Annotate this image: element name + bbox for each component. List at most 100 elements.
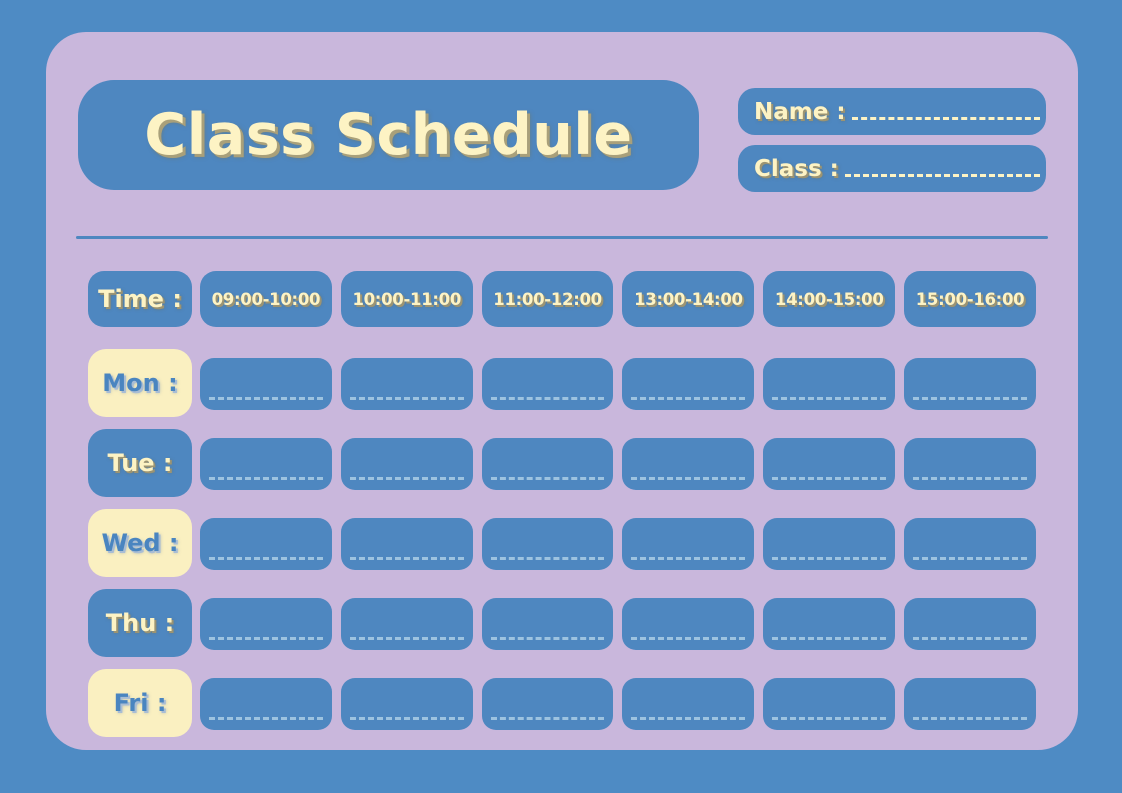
day-header-label: Mon : [102,369,178,397]
schedule-entry-cell[interactable] [200,438,332,490]
schedule-row-cells [200,504,1036,584]
schedule-entry-cell[interactable] [481,678,614,730]
schedule-entry-writing-line [349,397,464,400]
schedule-entry-cell[interactable] [481,438,614,490]
schedule-entry-writing-line [772,717,887,720]
day-header-cell: Thu : [88,589,192,657]
schedule-row-cells [200,584,1036,664]
day-header-cell: Wed : [88,509,192,577]
day-header-label: Tue : [107,449,173,477]
time-slot-cell: 15:00-16:00 [904,271,1036,327]
schedule-entry-cell[interactable] [904,438,1036,490]
schedule-row: Tue : [88,424,1036,504]
schedule-entry-cell[interactable] [904,518,1036,570]
time-slot-cell: 14:00-15:00 [763,271,896,327]
schedule-entry-writing-line [209,717,323,720]
schedule-entry-writing-line [913,557,1027,560]
schedule-entry-writing-line [631,477,746,480]
day-header-label: Fri : [113,689,167,717]
schedule-entry-cell[interactable] [340,678,473,730]
schedule-entry-writing-line [209,637,323,640]
time-slot-cell: 11:00-12:00 [481,271,614,327]
schedule-entry-writing-line [209,477,323,480]
schedule-entry-writing-line [772,557,887,560]
schedule-entry-writing-line [913,717,1027,720]
time-slot-label: 13:00-14:00 [634,289,743,309]
schedule-entry-writing-line [490,557,605,560]
schedule-entry-cell[interactable] [622,598,755,650]
schedule-entry-writing-line [349,477,464,480]
schedule-entry-writing-line [349,637,464,640]
time-header-label: Time : [98,285,182,313]
title-block: Class Schedule [78,80,699,190]
schedule-row-cells [200,344,1036,424]
name-field-label: Name : [754,98,846,125]
schedule-entry-cell[interactable] [200,518,332,570]
time-slot-label: 11:00-12:00 [493,289,602,309]
schedule-entry-writing-line [772,397,887,400]
schedule-entry-writing-line [209,557,323,560]
schedule-entry-writing-line [913,637,1027,640]
schedule-entry-cell[interactable] [622,518,755,570]
schedule-row-cells [200,664,1036,744]
schedule-entry-writing-line [913,477,1027,480]
schedule-entry-cell[interactable] [763,518,896,570]
schedule-entry-cell[interactable] [481,358,614,410]
day-header-cell: Mon : [88,349,192,417]
schedule-entry-cell[interactable] [763,598,896,650]
schedule-row: Mon : [88,344,1036,424]
schedule-entry-cell[interactable] [340,598,473,650]
schedule-row: Thu : [88,584,1036,664]
schedule-entry-writing-line [631,717,746,720]
time-header-cell: Time : [88,271,192,327]
class-field-input[interactable] [844,174,1040,177]
schedule-entry-writing-line [209,397,323,400]
schedule-grid: Time : 09:00-10:00 10:00-11:00 11:00-12:00… [88,264,1036,744]
schedule-entry-cell[interactable] [481,598,614,650]
schedule-entry-cell[interactable] [622,438,755,490]
day-header-cell: Fri : [88,669,192,737]
schedule-entry-cell[interactable] [904,358,1036,410]
schedule-row-cells [200,424,1036,504]
schedule-panel: Class Schedule Name : Class : Time : 09:… [46,32,1078,750]
day-header-cell: Tue : [88,429,192,497]
schedule-entry-cell[interactable] [340,358,473,410]
time-slot-cell: 10:00-11:00 [340,271,473,327]
schedule-entry-writing-line [490,397,605,400]
schedule-entry-writing-line [631,397,746,400]
schedule-entry-writing-line [631,557,746,560]
time-slot-label: 10:00-11:00 [352,289,462,309]
schedule-entry-cell[interactable] [481,518,614,570]
schedule-row: Fri : [88,664,1036,744]
time-slot-list: 09:00-10:00 10:00-11:00 11:00-12:00 13:00-1… [200,264,1036,344]
schedule-entry-writing-line [772,637,887,640]
schedule-entry-cell[interactable] [622,678,755,730]
schedule-entry-cell[interactable] [763,678,896,730]
schedule-entry-writing-line [631,637,746,640]
schedule-entry-cell[interactable] [200,358,332,410]
schedule-entry-cell[interactable] [763,438,896,490]
time-header-row: Time : 09:00-10:00 10:00-11:00 11:00-12:00… [88,264,1036,344]
schedule-entry-writing-line [913,397,1027,400]
schedule-entry-cell[interactable] [763,358,896,410]
schedule-entry-cell[interactable] [340,518,473,570]
schedule-entry-cell[interactable] [622,358,755,410]
class-field[interactable]: Class : [738,145,1046,192]
day-header-label: Wed : [101,529,179,557]
header-divider [76,236,1048,239]
schedule-entry-cell[interactable] [904,678,1036,730]
schedule-entry-cell[interactable] [200,678,332,730]
schedule-entry-cell[interactable] [200,598,332,650]
schedule-entry-writing-line [349,557,464,560]
schedule-row: Wed : [88,504,1036,584]
name-field[interactable]: Name : [738,88,1046,135]
name-field-input[interactable] [851,117,1040,120]
schedule-entry-cell[interactable] [904,598,1036,650]
header: Class Schedule Name : Class : [78,80,1046,202]
schedule-entry-cell[interactable] [340,438,473,490]
time-slot-label: 09:00-10:00 [211,289,321,309]
schedule-entry-writing-line [490,637,605,640]
time-slot-cell: 09:00-10:00 [200,271,332,327]
time-slot-label: 14:00-15:00 [774,289,884,309]
schedule-entry-writing-line [349,717,464,720]
